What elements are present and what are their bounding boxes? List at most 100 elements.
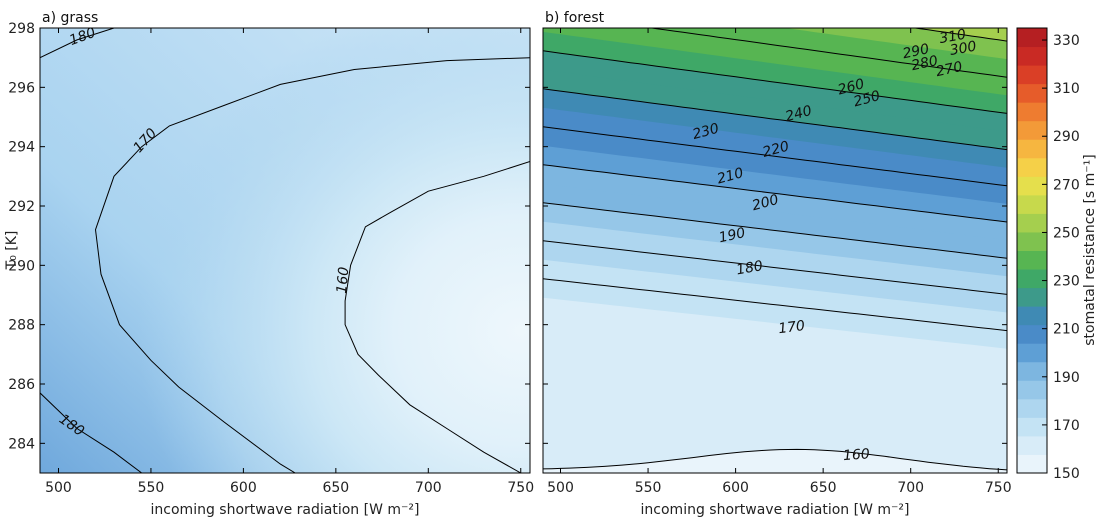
contour-label: 170 [777,318,806,337]
y-tick-label: 288 [8,318,35,334]
contour-line-240 [648,28,1007,78]
contour-label: 200 [750,192,780,214]
forest-band [543,4,1007,23]
forest-band [543,4,1007,23]
colorbar-tick-label: 150 [1053,466,1080,482]
colorbar-tick-label: 230 [1053,274,1080,290]
colorbar-tick-label: 190 [1053,370,1080,386]
colorbar-band [1017,269,1047,289]
colorbar-band [1017,46,1047,66]
y-tick-label: 290 [8,258,35,274]
x-tick-label: 700 [415,480,442,496]
colorbar-band [1017,28,1047,48]
contour-line-180 [40,392,143,473]
contour-label: 250 [852,88,882,110]
contour-label: 300 [949,39,978,59]
forest-band [543,4,1007,23]
forest-filled-bands [543,4,1007,473]
contour-line-250 [912,28,1007,42]
colorbar-band [1017,250,1047,270]
contour-label: 190 [717,225,747,246]
contour-label: 310 [938,27,967,47]
grass-ticks: 500 550 600 650 700 750 284 286 288 290 292 294 296 2… [8,21,534,496]
colorbar-band [1017,287,1047,307]
contour-label: 240 [784,103,814,125]
contour-label: 280 [910,53,940,74]
contour-label: 220 [761,138,791,160]
colorbar-label: stomatal resistance [s m⁻¹] [1082,154,1098,346]
colorbar-frame [1016,27,1048,474]
grass-axes-frame [39,27,531,474]
colorbar-band [1017,361,1047,381]
forest-band [543,4,1007,23]
forest-band [543,4,1007,23]
colorbar-band [1017,231,1047,251]
forest-band [543,4,1007,23]
contour-line-170 [543,278,1007,332]
colorbar-band [1017,435,1047,455]
y-tick-label: 292 [8,199,35,215]
forest-panel-title: b) forest [545,10,605,26]
colorbar-band [1017,120,1047,140]
colorbar-tick-label: 250 [1053,225,1080,241]
forest-band [543,4,1007,23]
colorbar-band [1017,213,1047,233]
colorbar-tick-label: 210 [1053,322,1080,338]
colorbar-band [1017,398,1047,418]
x-tick-label: 700 [897,480,924,496]
contour-line-210 [543,126,1007,187]
contour-line-220 [543,88,1007,151]
contour-label: 270 [934,59,964,80]
forest-band [543,4,1007,23]
colorbar-band [1017,83,1047,103]
y-tick-label: 286 [8,377,35,393]
grass-field-minimum-region [40,28,530,473]
contour-label: 210 [715,165,745,187]
y-tick-label: 298 [8,21,35,37]
colorbar-ticks: 150 170 190 210 230 250 270 290 310 330 [1042,33,1080,482]
forest-ticks: 500 550 600 650 700 750 [543,27,1012,496]
contour-label: 260 [836,76,866,98]
colorbar-band [1017,139,1047,159]
forest-band [543,4,1007,23]
forest-band [543,4,1007,23]
contour-label: 160 [334,266,352,294]
colorbar-band [1017,343,1047,363]
forest-band [543,4,1007,23]
forest-band [543,4,1007,23]
forest-band [543,4,1007,23]
forest-band [543,4,1007,23]
colorbar-band [1017,454,1047,474]
colorbar: 150 170 190 210 230 250 270 290 310 330 stomatal … [1016,27,1098,482]
colorbar-band [1017,176,1047,196]
forest-band [785,28,1007,60]
colorbar-band [1017,157,1047,177]
x-tick-label: 650 [810,480,837,496]
x-tick-label: 650 [322,480,349,496]
colorbar-band [1017,417,1047,437]
x-tick-label: 550 [138,480,165,496]
contour-line-230 [543,50,1007,114]
colorbar-bands [1017,28,1047,474]
colorbar-tick-label: 290 [1053,129,1080,145]
colorbar-band [1017,324,1047,344]
colorbar-band [1017,380,1047,400]
colorbar-band [1017,306,1047,326]
colorbar-band [1017,194,1047,214]
x-tick-label: 600 [230,480,257,496]
contour-line-180 [543,240,1007,295]
colorbar-tick-label: 310 [1053,81,1080,97]
colorbar-band [1017,102,1047,122]
grass-panel-title: a) grass [42,10,98,26]
y-axis-label: T₀ [K] [4,231,20,271]
colorbar-band [1017,65,1047,85]
x-tick-label: 500 [45,480,72,496]
x-tick-label: 750 [507,480,534,496]
contour-label: 160 [843,446,871,464]
contour-label: 230 [691,121,721,143]
contour-line-160 [543,448,1007,471]
